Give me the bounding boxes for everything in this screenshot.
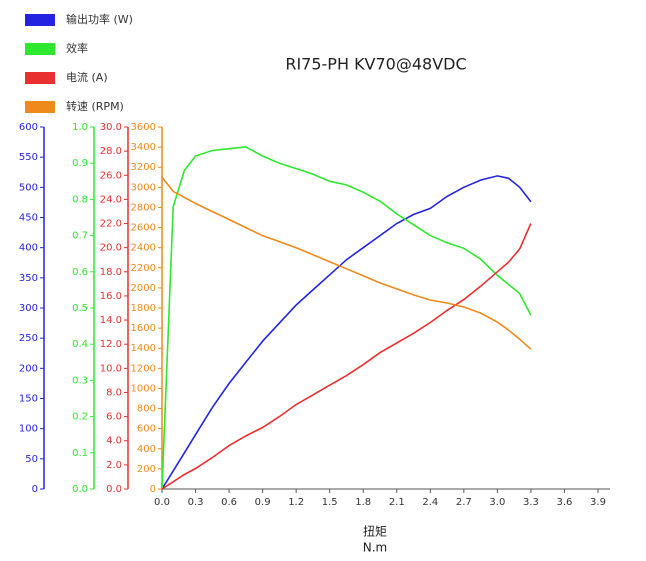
y-tick-label: 1400 <box>131 343 156 354</box>
y-tick-label: 0.7 <box>72 231 88 242</box>
y-tick-label: 600 <box>19 122 38 133</box>
x-tick-label: 0.6 <box>221 497 237 508</box>
x-tick-label: 0.3 <box>188 497 204 508</box>
y-tick-label: 0.0 <box>106 484 122 495</box>
x-tick-label: 0.9 <box>255 497 271 508</box>
y-tick-label: 300 <box>19 303 38 314</box>
y-tick-label: 2200 <box>131 263 156 274</box>
y-tick-label: 800 <box>137 404 156 415</box>
y-tick-label: 400 <box>19 243 38 254</box>
chart-title: RI75-PH KV70@48VDC <box>285 55 466 74</box>
y-tick-label: 3600 <box>131 122 156 133</box>
legend-label: 转速 (RPM) <box>66 99 124 113</box>
y-tick-label: 0.0 <box>72 484 88 495</box>
series-line <box>161 176 532 350</box>
y-tick-label: 450 <box>19 213 38 224</box>
y-tick-label: 20.0 <box>100 243 122 254</box>
x-tick-label: 2.4 <box>422 497 438 508</box>
y-tick-label: 4.0 <box>106 436 122 447</box>
x-tick-label: 1.2 <box>288 497 304 508</box>
y-tick-label: 2000 <box>131 283 156 294</box>
y-tick-label: 1000 <box>131 383 156 394</box>
y-tick-label: 0.4 <box>72 339 88 350</box>
x-tick-label: 1.5 <box>322 497 338 508</box>
legend-swatch <box>25 43 55 55</box>
series-line <box>161 223 532 490</box>
y-tick-label: 3200 <box>131 162 156 173</box>
y-tick-label: 150 <box>19 394 38 405</box>
x-tick-label: 2.1 <box>389 497 405 508</box>
x-tick-label: 2.7 <box>456 497 472 508</box>
y-tick-label: 1.0 <box>72 122 88 133</box>
x-tick-label: 3.3 <box>523 497 539 508</box>
x-axis-label: 扭矩 <box>363 525 387 539</box>
y-tick-label: 200 <box>19 363 38 374</box>
y-tick-label: 10.0 <box>100 363 122 374</box>
y-tick-label: 600 <box>137 424 156 435</box>
y-tick-label: 250 <box>19 333 38 344</box>
y-tick-label: 50 <box>25 454 38 465</box>
x-tick-label: 0.0 <box>154 497 170 508</box>
legend-label: 电流 (A) <box>66 70 108 84</box>
y-tick-label: 12.0 <box>100 339 122 350</box>
y-tick-label: 1200 <box>131 363 156 374</box>
legend-swatch <box>25 14 55 26</box>
y-tick-label: 2600 <box>131 223 156 234</box>
y-tick-label: 0 <box>150 484 156 495</box>
y-tick-label: 400 <box>137 444 156 455</box>
y-tick-label: 0.2 <box>72 412 88 423</box>
y-tick-label: 26.0 <box>100 170 122 181</box>
y-tick-label: 8.0 <box>106 387 122 398</box>
x-tick-label: 3.6 <box>557 497 573 508</box>
y-tick-label: 0.1 <box>72 448 88 459</box>
series-line <box>161 175 532 490</box>
x-tick-label: 3.0 <box>489 497 505 508</box>
x-axis-unit: N.m <box>363 541 387 555</box>
y-tick-label: 0.3 <box>72 375 88 386</box>
y-tick-label: 2.0 <box>106 460 122 471</box>
legend-swatch <box>25 101 55 113</box>
y-tick-label: 14.0 <box>100 315 122 326</box>
y-tick-label: 1800 <box>131 303 156 314</box>
y-tick-label: 2800 <box>131 202 156 213</box>
y-tick-label: 22.0 <box>100 219 122 230</box>
y-tick-label: 200 <box>137 464 156 475</box>
x-tick-label: 3.9 <box>590 497 606 508</box>
y-tick-label: 24.0 <box>100 194 122 205</box>
y-tick-label: 16.0 <box>100 291 122 302</box>
y-tick-label: 18.0 <box>100 267 122 278</box>
series-line <box>161 146 532 490</box>
y-tick-label: 3000 <box>131 182 156 193</box>
y-tick-label: 28.0 <box>100 146 122 157</box>
legend-label: 输出功率 (W) <box>66 12 133 26</box>
y-tick-label: 30.0 <box>100 122 122 133</box>
y-tick-label: 500 <box>19 182 38 193</box>
legend-label: 效率 <box>66 41 88 55</box>
y-tick-label: 1600 <box>131 323 156 334</box>
y-tick-label: 100 <box>19 424 38 435</box>
y-tick-label: 3400 <box>131 142 156 153</box>
y-tick-label: 0.9 <box>72 158 88 169</box>
y-tick-label: 0 <box>32 484 38 495</box>
legend-swatch <box>25 72 55 84</box>
y-tick-label: 0.8 <box>72 194 88 205</box>
y-tick-label: 0.5 <box>72 303 88 314</box>
y-tick-label: 2400 <box>131 243 156 254</box>
y-tick-label: 350 <box>19 273 38 284</box>
y-tick-label: 0.6 <box>72 267 88 278</box>
x-tick-label: 1.8 <box>355 497 371 508</box>
y-tick-label: 550 <box>19 152 38 163</box>
y-tick-label: 6.0 <box>106 412 122 423</box>
